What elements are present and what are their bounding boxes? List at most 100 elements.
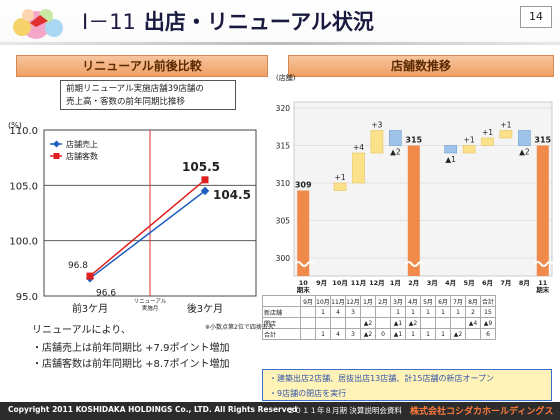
change-bar xyxy=(333,182,347,191)
table-cell: 2月 xyxy=(375,295,391,307)
table-cell: 3 xyxy=(345,306,361,318)
table-cell xyxy=(300,317,316,329)
plot-area xyxy=(293,101,553,277)
table-cell: 1 xyxy=(420,306,436,318)
table-cell: 11月 xyxy=(330,295,346,307)
table-cell xyxy=(375,317,391,329)
total-bar xyxy=(297,190,310,276)
y-tick-label: 105.0 xyxy=(9,181,38,192)
table-cell xyxy=(465,328,481,340)
table-cell: 1 xyxy=(315,306,331,318)
table-cell: 1 xyxy=(390,306,406,318)
table-cell: 8月 xyxy=(465,295,481,307)
table-cell: 6 xyxy=(480,328,496,340)
table-cell xyxy=(360,306,376,318)
change-label: ▲2 xyxy=(519,148,530,157)
legend-marker xyxy=(52,140,61,148)
table-cell: 4 xyxy=(330,328,346,340)
table-cell: 1 xyxy=(435,328,451,340)
change-bar xyxy=(370,130,384,154)
change-bar xyxy=(518,130,531,146)
x-category-label: 3月 xyxy=(427,279,438,287)
company-name: 株式会社コシダカホールディングス xyxy=(410,407,554,417)
total-bar xyxy=(536,145,549,276)
conclusion-intro: リニューアルにより、 xyxy=(32,325,131,336)
x-category-label: 9月 xyxy=(316,279,327,287)
conclusion-customers: ・店舗客数は前年同期比 +8.7ポイント増加 xyxy=(32,359,230,370)
x-category-label: 期末 xyxy=(297,285,311,294)
store-change-table: 9月 10月 11月 12月 1月 2月 3月 4月 5月 6月 7月 8月 合計 新店舗 1 4 3 1 1 1 1 1… xyxy=(262,295,496,340)
table-cell: 4月 xyxy=(405,295,421,307)
x-category-label: 11 xyxy=(538,279,548,287)
y-tick-label: 110.0 xyxy=(9,126,38,137)
table-cell xyxy=(420,317,436,329)
change-label: +1 xyxy=(335,173,346,182)
y-tick-label: 315 xyxy=(276,142,291,151)
change-label: +3 xyxy=(371,121,382,130)
page-number: 14 xyxy=(520,6,552,28)
axis-break xyxy=(404,261,425,267)
table-cell: 新店舗 xyxy=(262,306,301,318)
table-cell: 9月 xyxy=(300,295,316,307)
table-cell xyxy=(375,306,391,318)
table-cell: ▲1 xyxy=(390,317,406,329)
chart-note: 前期リニューアル実施店舗39店舗の 売上高・客数の前年同期比推移 xyxy=(60,80,236,110)
store-summary-box: ・建築出店2店舗、居抜出店13店舗、計15店舗の新店オープン ・9店舗の閉店を実… xyxy=(262,369,552,401)
table-cell: 3月 xyxy=(390,295,406,307)
table-cell: 7月 xyxy=(450,295,466,307)
change-label: ▲2 xyxy=(390,148,401,157)
table-cell: ▲2 xyxy=(360,328,376,340)
change-bar xyxy=(444,145,457,154)
table-cell xyxy=(435,317,451,329)
divider-label: リニューアル xyxy=(134,298,167,305)
table-cell: 1 xyxy=(315,328,331,340)
rounding-footnote: ※小数点第2位で四捨五入 xyxy=(205,324,274,331)
table-cell xyxy=(315,317,331,329)
x-category-label: 1月 xyxy=(390,279,401,287)
right-section-banner: 店舗数推移 xyxy=(288,55,554,77)
y-tick-label: 300 xyxy=(276,254,291,263)
change-bar xyxy=(499,130,513,139)
table-cell xyxy=(330,317,346,329)
table-cell: ▲1 xyxy=(390,328,406,340)
y-tick-label: 305 xyxy=(276,217,291,226)
axis-break xyxy=(294,261,315,267)
chart-note-line: 売上高・客数の前年同期比推移 xyxy=(66,97,186,107)
table-cell: 合計 xyxy=(262,328,301,340)
y-tick-label: 320 xyxy=(276,104,291,113)
x-category-label: 8月 xyxy=(519,279,530,287)
x-category-label: 10 xyxy=(299,279,309,287)
series-point xyxy=(86,272,94,280)
table-row: 新店舗 1 4 3 1 1 1 1 1 2 15 xyxy=(262,306,496,318)
table-cell: 合計 xyxy=(480,295,496,307)
summary-line: ・建築出店2店舗、居抜出店13店舗、計15店舗の新店オープン xyxy=(269,374,494,383)
table-cell xyxy=(300,328,316,340)
series-point xyxy=(201,176,209,184)
change-label: ▲1 xyxy=(445,155,456,164)
table-cell: 2 xyxy=(465,306,481,318)
x-category-label: 期末 xyxy=(536,285,550,294)
header-bar xyxy=(0,0,560,44)
footer-bar xyxy=(0,402,560,420)
table-cell: 1月 xyxy=(360,295,376,307)
table-cell: 5月 xyxy=(420,295,436,307)
y-tick-label: 100.0 xyxy=(9,237,38,248)
legend-label: 店舗客数 xyxy=(66,151,98,161)
x-category-label: 6月 xyxy=(482,279,493,287)
data-label: 104.5 xyxy=(213,188,251,202)
change-label: +1 xyxy=(500,121,511,130)
change-label: +4 xyxy=(353,143,364,152)
table-cell: 6月 xyxy=(435,295,451,307)
y-tick-label: 95.0 xyxy=(16,292,38,303)
x-category-label: 12月 xyxy=(369,279,385,287)
series-point xyxy=(200,186,210,196)
data-label: 105.5 xyxy=(182,160,220,174)
store-count-chart: (店舗) 300 305 310 315 320 309 315 315 +1 +4 +3 ▲2 ▲1 +1… xyxy=(276,73,554,294)
x-category-label: 11月 xyxy=(351,279,367,287)
table-header-row: 9月 10月 11月 12月 1月 2月 3月 4月 5月 6月 7月 8月 合計 xyxy=(262,295,496,307)
table-cell: 0 xyxy=(375,328,391,340)
summary-line: ・9店舗の閉店を実行 xyxy=(269,389,347,398)
data-label: 96.6 xyxy=(96,288,116,298)
table-cell: 1 xyxy=(405,328,421,340)
x-category-label: 2月 xyxy=(408,279,419,287)
